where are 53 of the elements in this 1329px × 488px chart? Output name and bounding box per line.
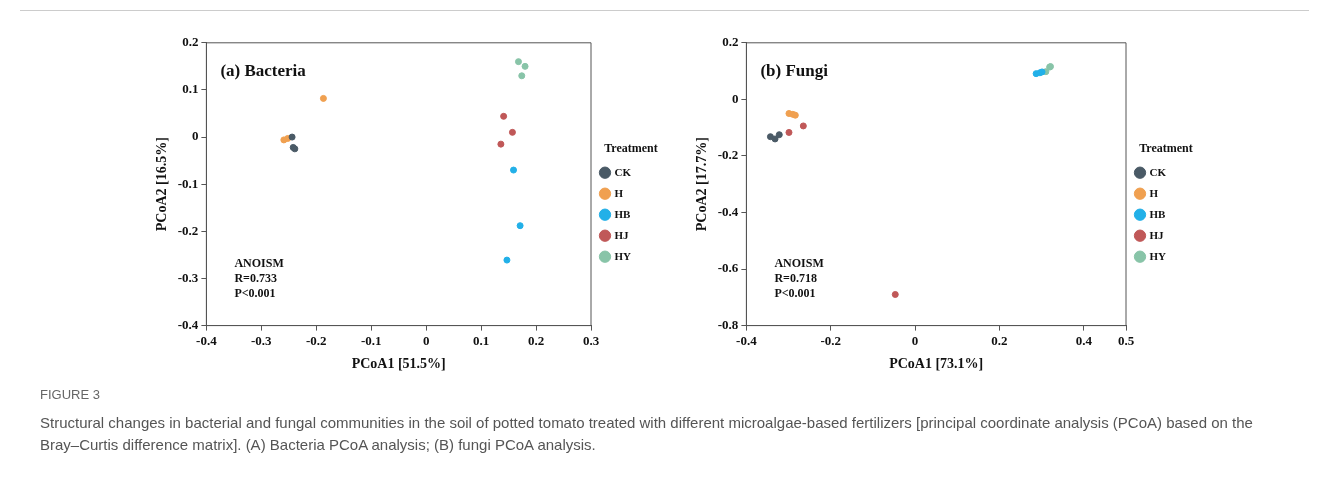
text: FIGURE 3 — [40, 386, 101, 404]
y-tick-label: -0.4 — [177, 316, 199, 332]
legend-label: HY — [1149, 249, 1167, 262]
annotation: P<0.001 — [774, 285, 816, 300]
y-tick-label: -0.2 — [177, 222, 199, 238]
y-tick-label: 0 — [191, 128, 199, 144]
x-tick-label: -0.2 — [820, 332, 842, 348]
legend-label: H — [614, 186, 624, 199]
legend-title: Treatment — [604, 140, 658, 155]
x-axis-title: PCoA1 [51.5%] — [351, 356, 446, 372]
annotation: ANOISM — [234, 255, 284, 270]
text: Structural changes in bacterial and fungal communities in the soil of potted tomato treated with different microalgae-based fertilizers [principal coordinate analysis (PCoA) based on the Bray–Curtis difference matrix]. (A) Bacteria PCoA analysis; (B) fungi PCoA analysis. — [40, 413, 1254, 455]
x-tick-label: 0.2 — [527, 332, 545, 348]
legend-label: HJ — [1149, 228, 1165, 241]
y-tick-label: -0.4 — [717, 203, 739, 219]
y-axis-title: PCoA2 [17.7%] — [694, 137, 710, 232]
y-tick-label: 0.2 — [722, 34, 739, 50]
y-tick-label: 0.2 — [182, 34, 199, 50]
x-tick-label: -0.1 — [360, 332, 382, 348]
annotation: R=0.718 — [774, 270, 817, 285]
legend-label: HB — [1149, 207, 1167, 220]
x-tick-label: 0.4 — [1075, 332, 1093, 348]
y-tick-label: -0.2 — [717, 147, 739, 163]
annotation: R=0.733 — [234, 270, 277, 285]
annotation: P<0.001 — [234, 285, 276, 300]
y-tick-label: 0 — [731, 90, 739, 106]
x-tick-label: 0.2 — [991, 332, 1008, 348]
x-tick-label: -0.4 — [196, 332, 218, 348]
annotation: ANOISM — [774, 255, 824, 270]
x-tick-label: 0.3 — [582, 332, 600, 348]
x-tick-label: 0.5 — [1117, 332, 1135, 348]
legend-title: Treatment — [1139, 140, 1193, 155]
x-tick-label: 0 — [422, 332, 430, 348]
legend-label: HJ — [614, 228, 630, 241]
x-tick-label: -0.2 — [305, 332, 327, 348]
legend-label: CK — [1149, 165, 1167, 178]
legend-label: H — [1149, 186, 1159, 199]
x-tick-label: -0.3 — [251, 332, 273, 348]
x-tick-label: 0.1 — [472, 332, 490, 348]
legend-label: HB — [614, 207, 632, 220]
text: (a) Bacteria — [220, 60, 307, 80]
y-tick-label: -0.6 — [717, 260, 739, 276]
text: (b) Fungi — [760, 60, 829, 80]
y-tick-label: -0.1 — [177, 175, 199, 191]
legend-label: HY — [614, 249, 632, 262]
legend-label: CK — [614, 165, 632, 178]
x-axis-title: PCoA1 [73.1%] — [889, 356, 984, 372]
x-tick-label: -0.4 — [736, 332, 758, 348]
y-axis-title: PCoA2 [16.5%] — [154, 137, 170, 232]
x-tick-label: 0 — [911, 332, 919, 348]
y-tick-label: -0.3 — [177, 269, 199, 285]
y-tick-label: 0.1 — [182, 81, 199, 97]
y-tick-label: -0.8 — [717, 316, 739, 332]
